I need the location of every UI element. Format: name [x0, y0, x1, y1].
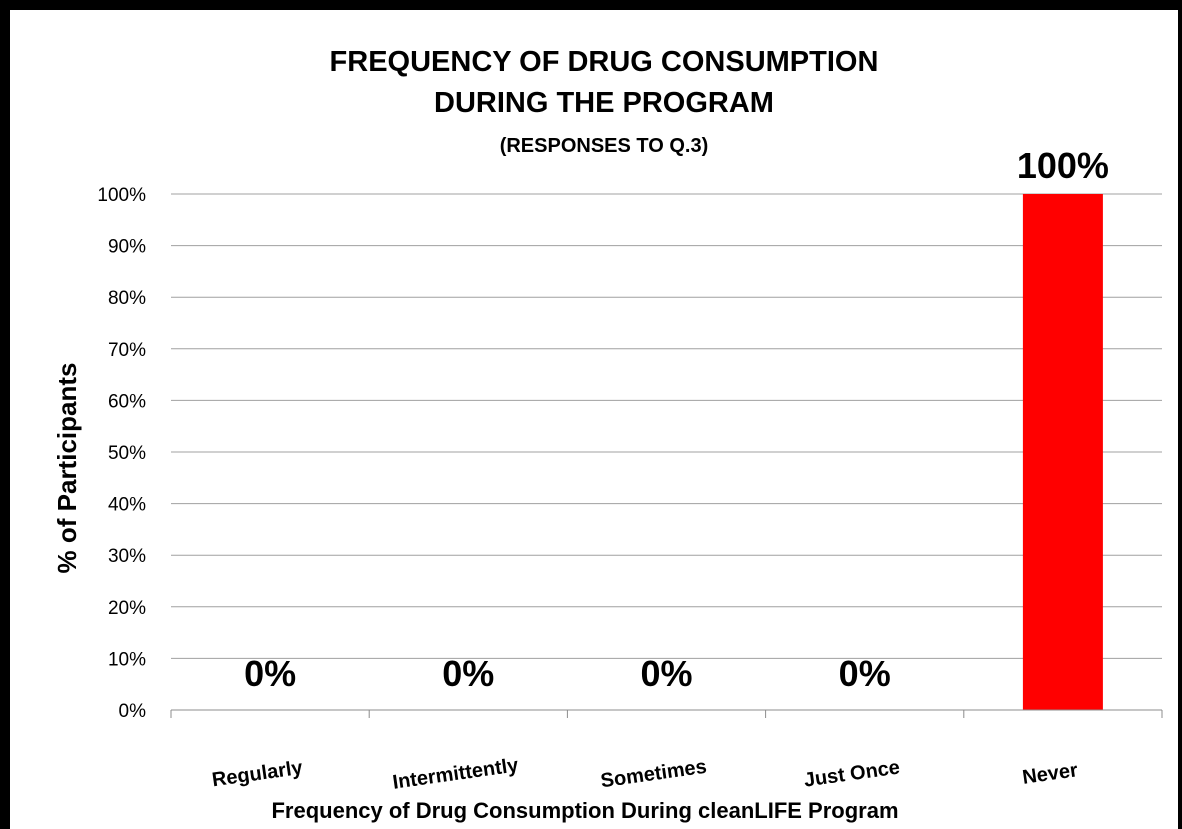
chart-title-line1: FREQUENCY OF DRUG CONSUMPTION: [330, 46, 879, 78]
y-tick-label: 100%: [97, 185, 146, 206]
category-label: Never: [1021, 759, 1079, 789]
y-tick-labels: 0% 10% 20% 30% 40% 50% 60% 70% 80% 90% 100%: [97, 185, 146, 722]
y-tick-label: 40%: [108, 495, 146, 516]
y-tick-label: 90%: [108, 237, 146, 258]
chart-title-line2: DURING THE PROGRAM: [434, 87, 774, 119]
data-label: 0%: [640, 653, 692, 694]
y-tick-label: 70%: [108, 340, 146, 361]
gridlines: [171, 193, 1162, 659]
category-label: Intermittently: [391, 754, 520, 794]
data-label: 100%: [1017, 145, 1109, 186]
y-tick-label: 30%: [108, 546, 146, 567]
x-axis: [170, 709, 1163, 718]
y-tick-label: 20%: [108, 598, 146, 619]
category-label: Just Once: [802, 756, 901, 791]
category-label: Regularly: [211, 757, 305, 792]
data-label: 0%: [442, 653, 494, 694]
category-label: Sometimes: [599, 756, 708, 793]
data-labels: 0% 0% 0% 0% 100%: [244, 145, 1109, 694]
category-labels: Regularly Intermittently Sometimes Just Onc…: [211, 754, 1080, 794]
bar: [1022, 194, 1103, 710]
y-tick-label: 60%: [108, 391, 146, 412]
bars: [1022, 194, 1103, 710]
chart-subtitle: (RESPONSES TO Q.3): [500, 135, 709, 157]
y-axis-label: % of Participants: [52, 363, 82, 574]
data-label: 0%: [244, 653, 296, 694]
data-label: 0%: [839, 653, 891, 694]
y-tick-label: 10%: [108, 649, 146, 670]
y-tick-label: 50%: [108, 443, 146, 464]
y-tick-label: 0%: [119, 701, 147, 722]
x-axis-label: Frequency of Drug Consumption During cle…: [271, 798, 898, 823]
y-tick-label: 80%: [108, 288, 146, 309]
